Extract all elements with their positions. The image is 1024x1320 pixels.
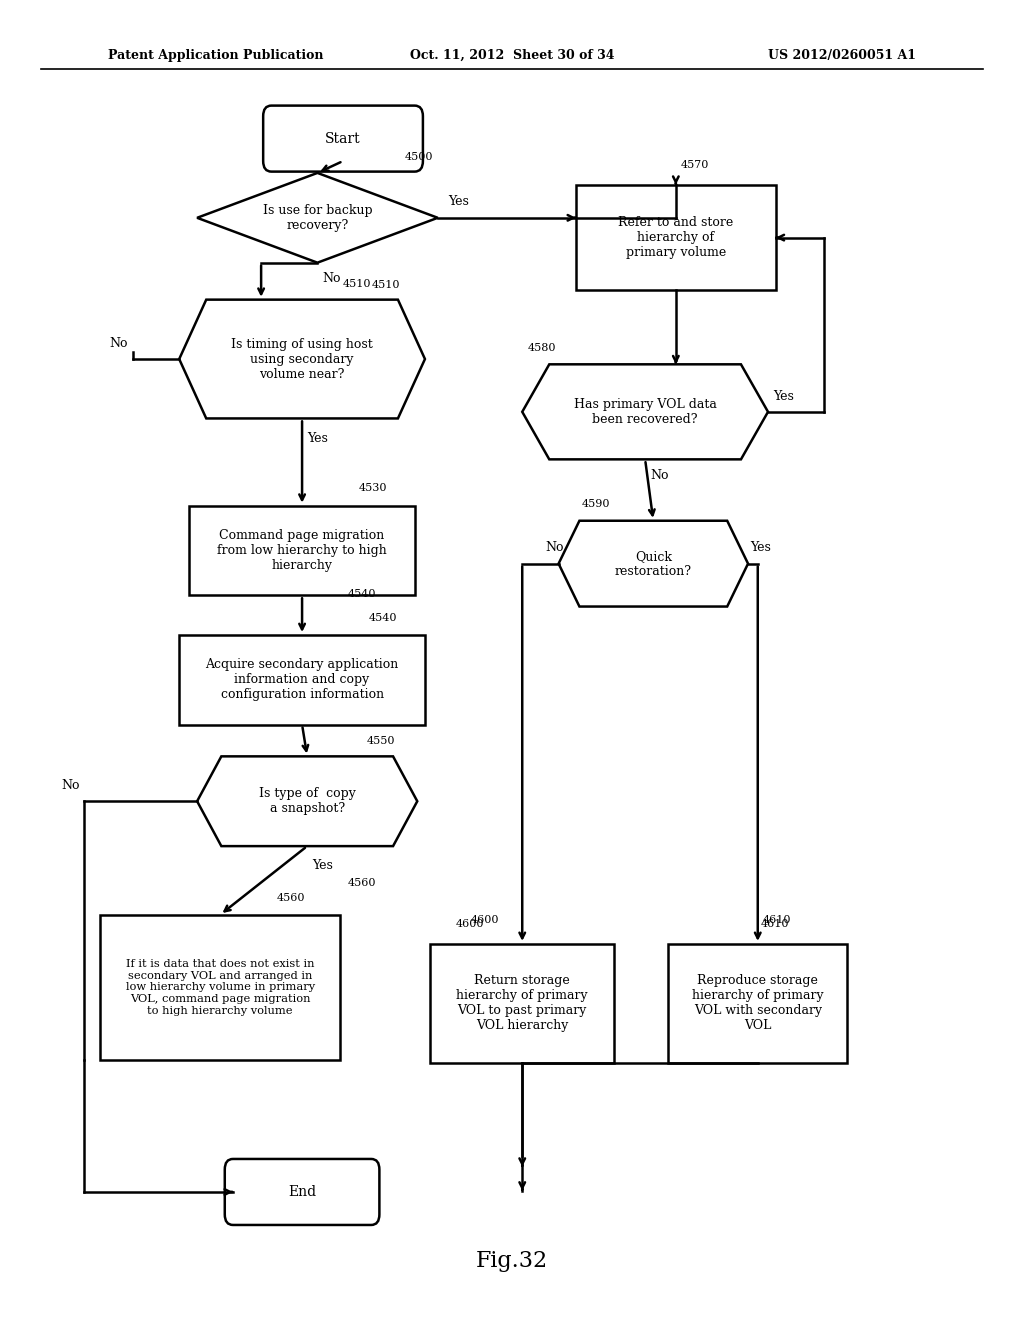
Text: 4600: 4600 [456, 919, 484, 929]
Polygon shape [179, 300, 425, 418]
Text: 4560: 4560 [348, 878, 377, 888]
Text: Reproduce storage
hierarchy of primary
VOL with secondary
VOL: Reproduce storage hierarchy of primary V… [692, 974, 823, 1032]
Text: 4610: 4610 [763, 915, 792, 925]
FancyBboxPatch shape [224, 1159, 379, 1225]
Text: Yes: Yes [750, 541, 771, 554]
Text: 4590: 4590 [582, 499, 610, 510]
Bar [100, 915, 340, 1060]
Text: No: No [323, 272, 341, 285]
Bar [668, 944, 847, 1063]
Text: 4580: 4580 [527, 343, 556, 354]
Text: No: No [60, 779, 80, 792]
Text: Yes: Yes [449, 195, 469, 209]
Polygon shape [522, 364, 768, 459]
Text: 4560: 4560 [276, 892, 305, 903]
Text: Acquire secondary application
information and copy
configuration information: Acquire secondary application informatio… [206, 659, 398, 701]
Text: Oct. 11, 2012  Sheet 30 of 34: Oct. 11, 2012 Sheet 30 of 34 [410, 49, 614, 62]
Text: Command page migration
from low hierarchy to high
hierarchy: Command page migration from low hierarch… [217, 529, 387, 572]
Text: 4500: 4500 [404, 152, 433, 162]
Text: Yes: Yes [312, 859, 333, 873]
Text: Fig.32: Fig.32 [476, 1250, 548, 1271]
Text: Refer to and store
hierarchy of
primary volume: Refer to and store hierarchy of primary … [618, 216, 733, 259]
Text: End: End [288, 1185, 316, 1199]
Bar [189, 506, 415, 595]
Text: If it is data that does not exist in
secondary VOL and arranged in
low hierarchy: If it is data that does not exist in sec… [126, 960, 314, 1015]
Text: Is timing of using host
using secondary
volume near?: Is timing of using host using secondary … [231, 338, 373, 380]
Text: Is use for backup
recovery?: Is use for backup recovery? [262, 203, 373, 232]
Text: 4570: 4570 [681, 160, 710, 170]
Text: 4610: 4610 [761, 919, 790, 929]
Text: 4540: 4540 [369, 612, 397, 623]
Text: Yes: Yes [773, 389, 794, 403]
Text: No: No [110, 337, 128, 350]
Text: Patent Application Publication: Patent Application Publication [108, 49, 323, 62]
Text: 4540: 4540 [348, 589, 377, 599]
Polygon shape [197, 756, 418, 846]
Text: US 2012/0260051 A1: US 2012/0260051 A1 [768, 49, 916, 62]
Polygon shape [197, 173, 438, 263]
Text: Return storage
hierarchy of primary
VOL to past primary
VOL hierarchy: Return storage hierarchy of primary VOL … [457, 974, 588, 1032]
Text: 4530: 4530 [358, 483, 387, 494]
Text: 4510: 4510 [343, 279, 372, 289]
FancyBboxPatch shape [263, 106, 423, 172]
Text: No: No [545, 541, 563, 554]
Text: Yes: Yes [307, 432, 328, 445]
Bar [179, 635, 425, 725]
Bar [430, 944, 614, 1063]
Text: 4550: 4550 [367, 735, 395, 746]
Text: 4510: 4510 [372, 280, 400, 290]
Text: 4600: 4600 [471, 915, 500, 925]
Text: No: No [650, 469, 669, 482]
Text: Quick
restoration?: Quick restoration? [614, 549, 692, 578]
Text: Is type of  copy
a snapshot?: Is type of copy a snapshot? [259, 787, 355, 816]
Bar [575, 185, 776, 290]
Text: Has primary VOL data
been recovered?: Has primary VOL data been recovered? [573, 397, 717, 426]
Text: Start: Start [326, 132, 360, 145]
Polygon shape [559, 521, 748, 607]
